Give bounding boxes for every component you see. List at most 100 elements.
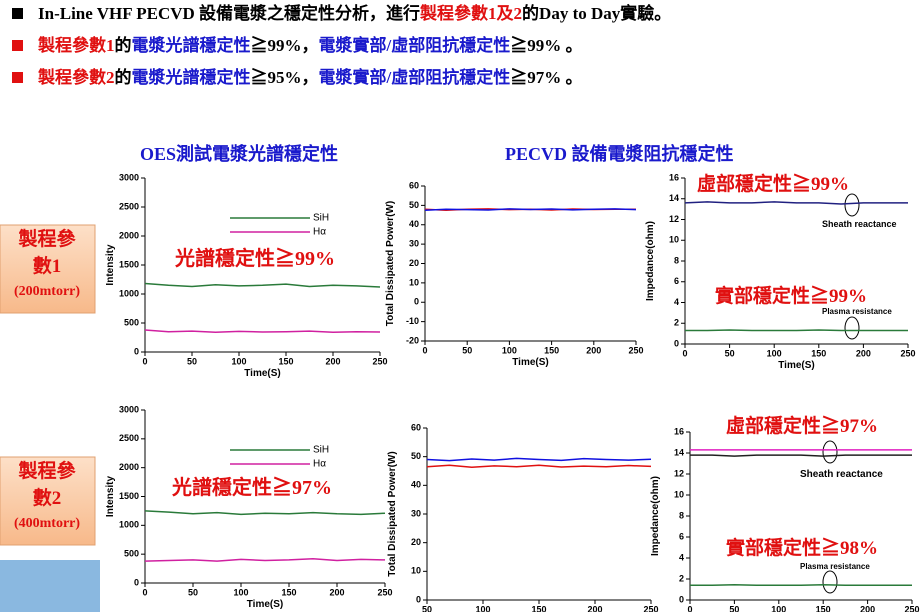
x-tick-label: 0 <box>687 604 692 612</box>
y-tick-label: 500 <box>124 317 139 327</box>
data-line <box>144 329 381 334</box>
row-label: 數2 <box>33 487 62 509</box>
highlight-ellipse <box>844 193 860 217</box>
y-axis-label: Intensity <box>105 244 116 286</box>
bullet-text: 製程參數1的電漿光譜穩定性≧99%，電漿實部/虛部阻抗穩定性≧99% 。 <box>37 35 582 55</box>
x-axis-label: Time(S) <box>778 360 815 371</box>
data-line <box>426 464 652 469</box>
bullet-segment: In-Line VHF PECVD 設備電漿之穩定性分析，進行 <box>38 3 420 23</box>
y-axis-label: Total Dissipated Power(W) <box>385 201 396 326</box>
data-line <box>685 329 908 332</box>
y-tick-label: 0 <box>134 346 139 356</box>
x-tick-label: 200 <box>856 348 871 358</box>
y-axis-label: Intensity <box>105 476 116 518</box>
y-tick-label: 2500 <box>119 433 139 443</box>
annotation: 實部穩定性≧99% <box>715 284 867 307</box>
x-axis-label: Time(S) <box>244 368 281 379</box>
x-tick-label: 50 <box>422 604 432 612</box>
y-tick-label: 30 <box>411 508 421 518</box>
bullet-marker <box>12 8 23 19</box>
bullet-segment: 的Day to Day實驗。 <box>522 3 671 23</box>
x-tick-label: 150 <box>531 604 546 612</box>
x-tick-label: 50 <box>462 345 472 355</box>
x-tick-label: 100 <box>771 604 786 612</box>
y-tick-label: 0 <box>414 297 419 307</box>
y-tick-label: -10 <box>406 316 419 326</box>
y-tick-label: 0 <box>134 577 139 587</box>
x-tick-label: 200 <box>587 604 602 612</box>
bullet-segment: 製程參數1及2 <box>419 3 522 23</box>
y-tick-label: 1000 <box>119 520 139 530</box>
y-tick-label: 6 <box>674 276 679 286</box>
y-axis-label: Total Dissipated Power(W) <box>387 451 398 576</box>
x-tick-label: 250 <box>377 587 392 597</box>
bullet-segment: 電漿實部/虛部阻抗穩定性 <box>319 67 511 87</box>
bullet-marker <box>12 72 23 83</box>
y-tick-label: 10 <box>669 235 679 245</box>
y-tick-label: 1000 <box>119 288 139 298</box>
y-tick-label: 2000 <box>119 230 139 240</box>
row-label-box <box>0 224 96 314</box>
y-tick-label: 60 <box>409 180 419 190</box>
y-tick-label: 2500 <box>119 201 139 211</box>
x-tick-label: 100 <box>767 348 782 358</box>
data-line <box>690 454 912 457</box>
row-label: (400mtorr) <box>14 516 80 531</box>
bullet-segment: ≧95%， <box>251 67 319 87</box>
y-tick-label: 20 <box>411 537 421 547</box>
column-title: PECVD 設備電漿阻抗穩定性 <box>505 143 734 164</box>
y-tick-label: 1500 <box>119 491 139 501</box>
x-tick-label: 150 <box>278 356 293 366</box>
column-title: OES測試電漿光譜穩定性 <box>140 143 338 164</box>
logo-fragment <box>0 560 100 612</box>
y-tick-label: 8 <box>679 510 684 520</box>
data-line <box>144 282 381 288</box>
y-tick-label: 3000 <box>119 404 139 414</box>
y-tick-label: 50 <box>409 200 419 210</box>
data-line <box>144 558 386 562</box>
x-tick-label: 100 <box>233 587 248 597</box>
x-tick-label: 250 <box>900 348 915 358</box>
x-tick-label: 250 <box>372 356 387 366</box>
bullet-text: In-Line VHF PECVD 設備電漿之穩定性分析，進行製程參數1及2的D… <box>38 3 671 23</box>
y-axis-label: Impedance(ohm) <box>645 221 656 301</box>
bullet-segment: 電漿光譜穩定性 <box>132 35 251 55</box>
row-label: 數1 <box>33 255 62 277</box>
y-tick-label: 14 <box>674 447 684 457</box>
data-line <box>690 584 912 587</box>
annotation: 虛部穩定性≧97% <box>726 414 878 437</box>
row-label: 製程參 <box>17 459 76 482</box>
x-tick-label: 150 <box>816 604 831 612</box>
x-tick-label: 0 <box>422 345 427 355</box>
annotation: 實部穩定性≧98% <box>726 536 878 559</box>
y-tick-label: 60 <box>411 422 421 432</box>
x-tick-label: 250 <box>628 345 643 355</box>
row-label-box <box>0 456 96 546</box>
x-tick-label: 250 <box>904 604 919 612</box>
y-tick-label: 16 <box>674 426 684 436</box>
y-tick-label: 16 <box>669 172 679 182</box>
x-tick-label: 200 <box>329 587 344 597</box>
y-axis-label: Impedance(ohm) <box>650 476 661 556</box>
y-tick-label: 0 <box>674 338 679 348</box>
x-tick-label: 0 <box>142 587 147 597</box>
row-label: 製程參 <box>17 227 76 250</box>
bullet-segment: 製程參數2 <box>37 67 115 87</box>
y-tick-label: 40 <box>411 480 421 490</box>
y-tick-label: 12 <box>669 214 679 224</box>
y-tick-label: 10 <box>409 277 419 287</box>
bullet-segment: ≧99% 。 <box>510 35 582 55</box>
y-tick-label: 14 <box>669 193 679 203</box>
highlight-ellipse <box>822 570 838 594</box>
x-tick-label: 150 <box>544 345 559 355</box>
y-tick-label: 40 <box>409 219 419 229</box>
annotation: Plasma resistance <box>800 562 870 571</box>
x-tick-label: 150 <box>811 348 826 358</box>
axis <box>426 428 651 601</box>
y-tick-label: 20 <box>409 258 419 268</box>
y-tick-label: 3000 <box>119 172 139 182</box>
y-tick-label: 8 <box>674 255 679 265</box>
y-tick-label: 2 <box>679 573 684 583</box>
data-line <box>424 208 637 211</box>
